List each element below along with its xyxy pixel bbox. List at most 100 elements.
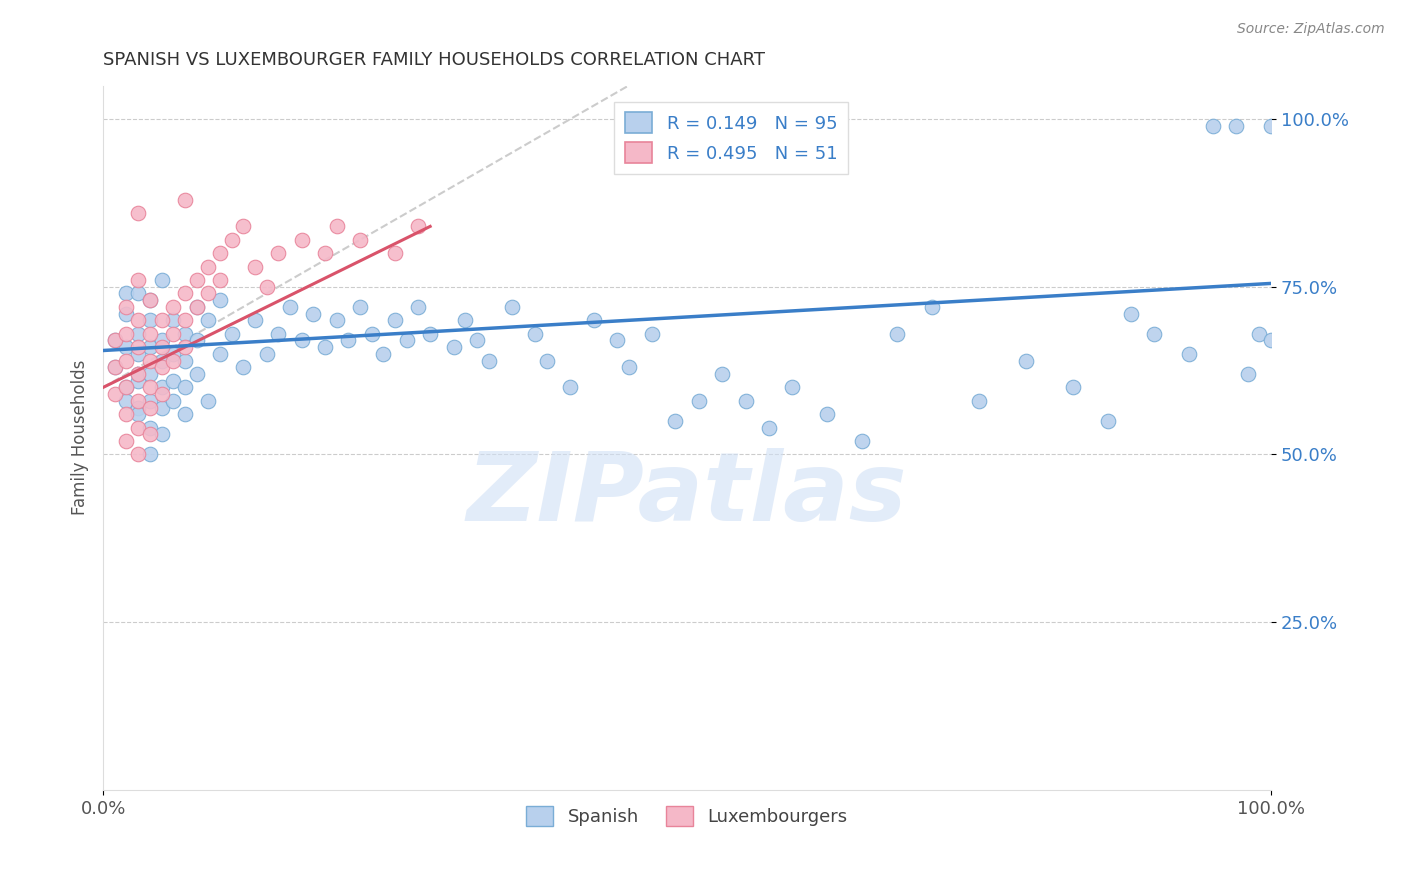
Point: [104, 360, 127, 375]
Point: [139, 448, 162, 462]
Point: [115, 307, 138, 321]
Point: [256, 347, 278, 361]
Point: [291, 334, 314, 348]
Point: [115, 326, 138, 341]
Point: [150, 334, 173, 348]
Point: [278, 300, 301, 314]
Point: [115, 393, 138, 408]
Point: [536, 353, 558, 368]
Point: [186, 300, 208, 314]
Point: [127, 347, 149, 361]
Point: [162, 326, 184, 341]
Text: Source: ZipAtlas.com: Source: ZipAtlas.com: [1237, 22, 1385, 37]
Point: [162, 353, 184, 368]
Point: [688, 393, 710, 408]
Point: [477, 353, 499, 368]
Point: [967, 393, 990, 408]
Point: [139, 427, 162, 442]
Point: [325, 313, 347, 327]
Point: [1225, 119, 1247, 133]
Point: [186, 300, 208, 314]
Point: [1260, 334, 1282, 348]
Point: [162, 393, 184, 408]
Point: [1062, 380, 1084, 394]
Point: [232, 360, 254, 375]
Point: [162, 300, 184, 314]
Point: [291, 233, 314, 247]
Point: [197, 286, 219, 301]
Point: [139, 367, 162, 381]
Point: [104, 360, 127, 375]
Point: [758, 420, 780, 434]
Legend: Spanish, Luxembourgers: Spanish, Luxembourgers: [519, 798, 855, 834]
Point: [115, 300, 138, 314]
Point: [465, 334, 488, 348]
Point: [127, 340, 149, 354]
Point: [1260, 119, 1282, 133]
Point: [208, 293, 231, 308]
Point: [115, 407, 138, 421]
Point: [139, 293, 162, 308]
Text: SPANISH VS LUXEMBOURGER FAMILY HOUSEHOLDS CORRELATION CHART: SPANISH VS LUXEMBOURGER FAMILY HOUSEHOLD…: [103, 51, 765, 69]
Point: [127, 286, 149, 301]
Point: [115, 340, 138, 354]
Point: [150, 313, 173, 327]
Point: [173, 326, 195, 341]
Point: [1178, 347, 1201, 361]
Point: [221, 326, 243, 341]
Point: [395, 334, 418, 348]
Point: [384, 246, 406, 260]
Point: [186, 334, 208, 348]
Point: [197, 393, 219, 408]
Point: [664, 414, 686, 428]
Point: [127, 326, 149, 341]
Point: [150, 427, 173, 442]
Point: [360, 326, 382, 341]
Point: [127, 367, 149, 381]
Point: [173, 340, 195, 354]
Point: [1143, 326, 1166, 341]
Point: [232, 219, 254, 234]
Point: [197, 313, 219, 327]
Point: [115, 353, 138, 368]
Point: [139, 313, 162, 327]
Point: [606, 334, 628, 348]
Point: [617, 360, 640, 375]
Point: [886, 326, 908, 341]
Point: [734, 393, 756, 408]
Point: [127, 374, 149, 388]
Point: [582, 313, 605, 327]
Point: [408, 219, 430, 234]
Point: [150, 353, 173, 368]
Point: [1119, 307, 1142, 321]
Point: [127, 401, 149, 415]
Point: [1236, 367, 1258, 381]
Point: [711, 367, 734, 381]
Point: [780, 380, 803, 394]
Point: [173, 407, 195, 421]
Point: [115, 434, 138, 448]
Point: [150, 401, 173, 415]
Point: [1202, 119, 1225, 133]
Point: [139, 393, 162, 408]
Point: [139, 326, 162, 341]
Point: [150, 360, 173, 375]
Point: [314, 340, 336, 354]
Point: [560, 380, 582, 394]
Point: [921, 300, 943, 314]
Point: [173, 286, 195, 301]
Point: [454, 313, 477, 327]
Point: [208, 347, 231, 361]
Point: [337, 334, 360, 348]
Point: [208, 273, 231, 287]
Point: [150, 340, 173, 354]
Point: [127, 407, 149, 421]
Point: [139, 353, 162, 368]
Point: [127, 206, 149, 220]
Point: [162, 374, 184, 388]
Point: [127, 313, 149, 327]
Point: [349, 300, 371, 314]
Point: [408, 300, 430, 314]
Point: [127, 393, 149, 408]
Point: [325, 219, 347, 234]
